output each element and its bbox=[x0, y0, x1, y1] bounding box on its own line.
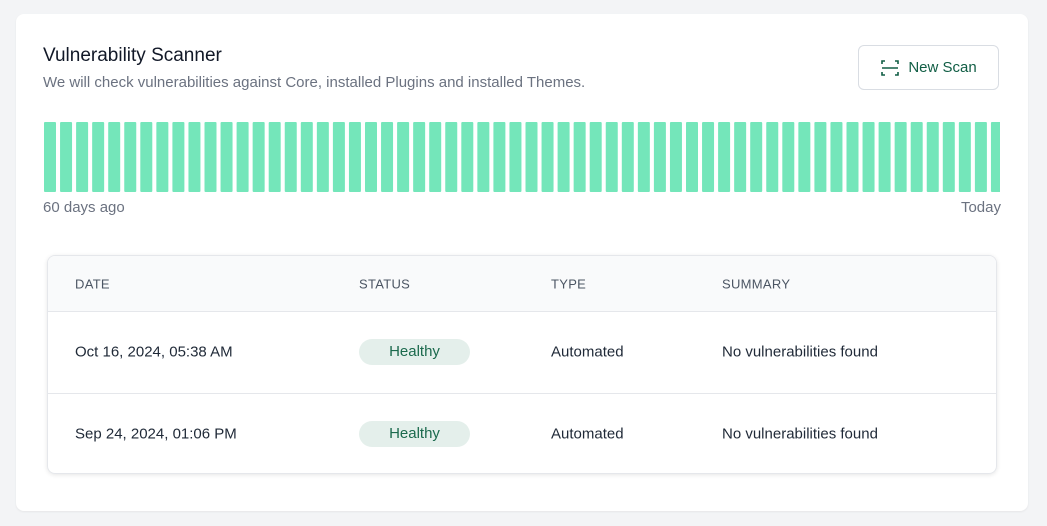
table-cell: Automated bbox=[551, 425, 624, 443]
history-bars bbox=[44, 122, 1000, 192]
scanner-card: Vulnerability Scanner We will check vuln… bbox=[16, 14, 1028, 511]
day-bar bbox=[429, 122, 442, 192]
new-scan-button[interactable]: New Scan bbox=[858, 45, 999, 90]
day-bar bbox=[958, 122, 971, 192]
day-bar bbox=[493, 122, 506, 192]
day-bar bbox=[830, 122, 843, 192]
day-bar bbox=[220, 122, 233, 192]
day-bar bbox=[942, 122, 955, 192]
status-badge: Healthy bbox=[359, 421, 470, 447]
column-header: DATE bbox=[75, 276, 110, 291]
day-bar bbox=[397, 122, 410, 192]
day-bar bbox=[300, 122, 313, 192]
day-bar bbox=[734, 122, 747, 192]
day-bar bbox=[108, 122, 121, 192]
day-bar bbox=[252, 122, 265, 192]
table-header: DATE STATUS TYPE SUMMARY bbox=[48, 256, 996, 312]
day-bar bbox=[718, 122, 731, 192]
scan-icon bbox=[881, 59, 900, 76]
day-bar bbox=[686, 122, 698, 192]
day-bar bbox=[541, 122, 554, 192]
status-badge: Healthy bbox=[359, 339, 470, 365]
day-bar bbox=[60, 122, 73, 192]
day-bar bbox=[605, 122, 618, 192]
day-bar bbox=[894, 122, 907, 192]
table-cell: No vulnerabilities found bbox=[722, 343, 878, 361]
day-bar bbox=[156, 122, 169, 192]
day-bar bbox=[637, 122, 650, 192]
table-cell: Oct 16, 2024, 05:38 AM bbox=[75, 343, 233, 361]
column-header: TYPE bbox=[551, 276, 587, 291]
table-cell: Automated bbox=[551, 343, 624, 361]
day-bar bbox=[750, 122, 763, 192]
day-bar bbox=[557, 122, 570, 192]
day-bar bbox=[653, 122, 666, 192]
day-bar bbox=[348, 122, 361, 192]
table-cell: Sep 24, 2024, 01:06 PM bbox=[75, 425, 237, 443]
day-bar bbox=[862, 122, 875, 192]
day-bar bbox=[140, 122, 153, 192]
day-bar bbox=[669, 122, 682, 192]
day-bar bbox=[509, 122, 522, 192]
day-bar bbox=[621, 122, 634, 192]
day-bar bbox=[990, 122, 1000, 192]
day-bar bbox=[445, 122, 458, 192]
button-label[interactable]: New Scan bbox=[908, 59, 977, 76]
day-bar bbox=[573, 122, 586, 192]
day-bar bbox=[332, 122, 345, 192]
column-header: SUMMARY bbox=[722, 276, 791, 291]
timeline-end: Today bbox=[960, 199, 1001, 216]
day-bar bbox=[766, 122, 779, 192]
table-cell: No vulnerabilities found bbox=[722, 425, 878, 443]
subtitle: We will check vulnerabilities against Co… bbox=[43, 74, 586, 91]
day-bar bbox=[76, 122, 89, 192]
day-bar bbox=[188, 122, 201, 192]
day-bar bbox=[461, 122, 474, 192]
day-bar bbox=[974, 122, 987, 192]
day-bar bbox=[589, 122, 602, 192]
day-bar bbox=[525, 122, 538, 192]
timeline-start: 60 days ago bbox=[43, 199, 125, 216]
day-bar bbox=[413, 122, 426, 192]
day-bar bbox=[782, 122, 795, 192]
day-bar bbox=[798, 122, 811, 192]
scan-table: DATE STATUS TYPE SUMMARY Oct 16, 2024, 05:3… bbox=[47, 255, 997, 474]
day-bar bbox=[124, 122, 137, 192]
day-bar bbox=[92, 122, 105, 192]
day-bar bbox=[365, 122, 377, 192]
table-row: Sep 24, 2024, 01:06 PM Healthy Automated No… bbox=[48, 393, 996, 473]
day-bar bbox=[878, 122, 891, 192]
day-bar bbox=[204, 122, 217, 192]
column-header: STATUS bbox=[359, 276, 411, 291]
day-bar bbox=[172, 122, 185, 192]
day-bar bbox=[284, 122, 297, 192]
day-bar bbox=[316, 122, 329, 192]
day-bar bbox=[926, 122, 939, 192]
day-bar bbox=[268, 122, 281, 192]
day-bar bbox=[702, 122, 715, 192]
title: Vulnerability Scanner bbox=[43, 45, 222, 66]
day-bar bbox=[477, 122, 490, 192]
day-bar bbox=[910, 122, 923, 192]
day-bar bbox=[44, 122, 56, 192]
day-bar bbox=[846, 122, 859, 192]
day-bar bbox=[236, 122, 249, 192]
day-bar bbox=[814, 122, 827, 192]
day-bar bbox=[381, 122, 394, 192]
table-row: Oct 16, 2024, 05:38 AM Healthy Automated No… bbox=[48, 311, 996, 394]
